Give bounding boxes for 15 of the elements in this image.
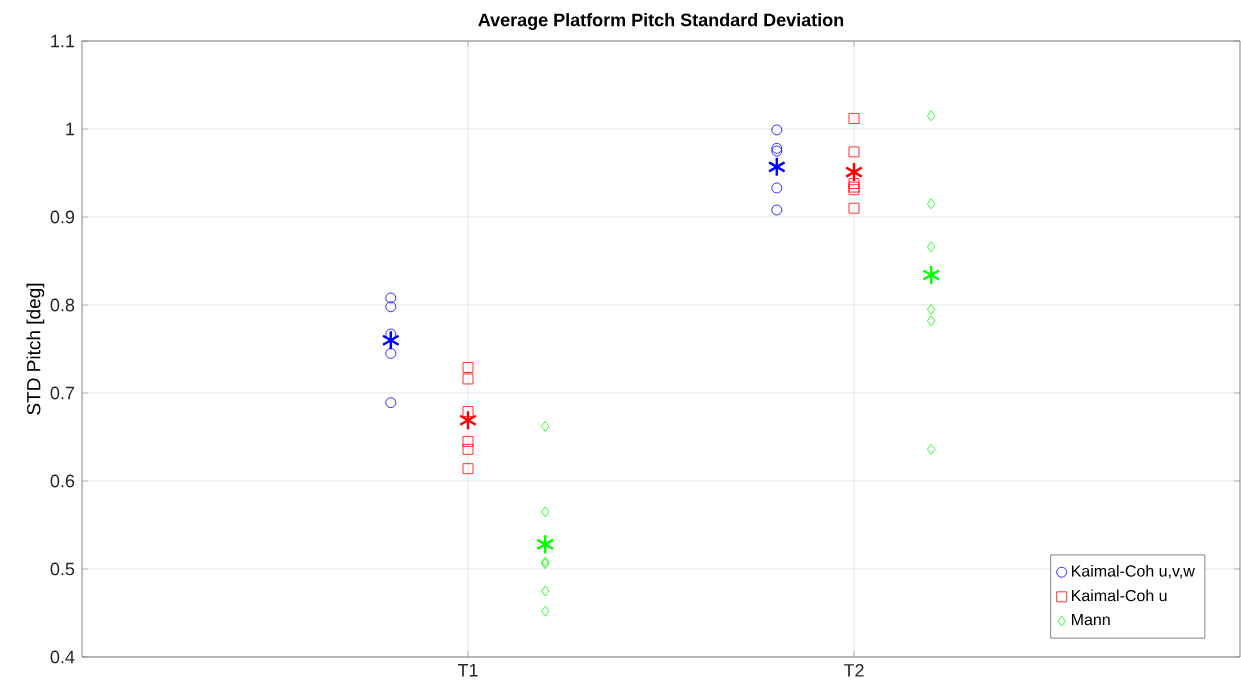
y-tick-label: 0.8	[50, 298, 75, 312]
legend-label: Kaimal-Coh u,v,w	[1071, 564, 1195, 579]
legend-label: Mann	[1071, 614, 1110, 626]
chart-title: Average Platform Pitch Standard Deviation	[478, 13, 844, 30]
y-tick-label: 0.7	[50, 386, 75, 400]
y-tick-label: 0.6	[50, 474, 75, 488]
x-tick-label: T2	[843, 664, 864, 677]
y-tick-label: 0.5	[50, 562, 75, 576]
y-axis-title: STD Pitch [deg]	[26, 283, 45, 415]
y-tick-label: 1.1	[51, 34, 75, 48]
y-tick-label: 1	[66, 122, 75, 136]
legend-label: Kaimal-Coh u	[1071, 589, 1167, 602]
y-tick-label: 0.9	[50, 210, 75, 224]
x-tick-label: T1	[457, 664, 478, 677]
y-tick-label: 0.4	[50, 650, 75, 664]
